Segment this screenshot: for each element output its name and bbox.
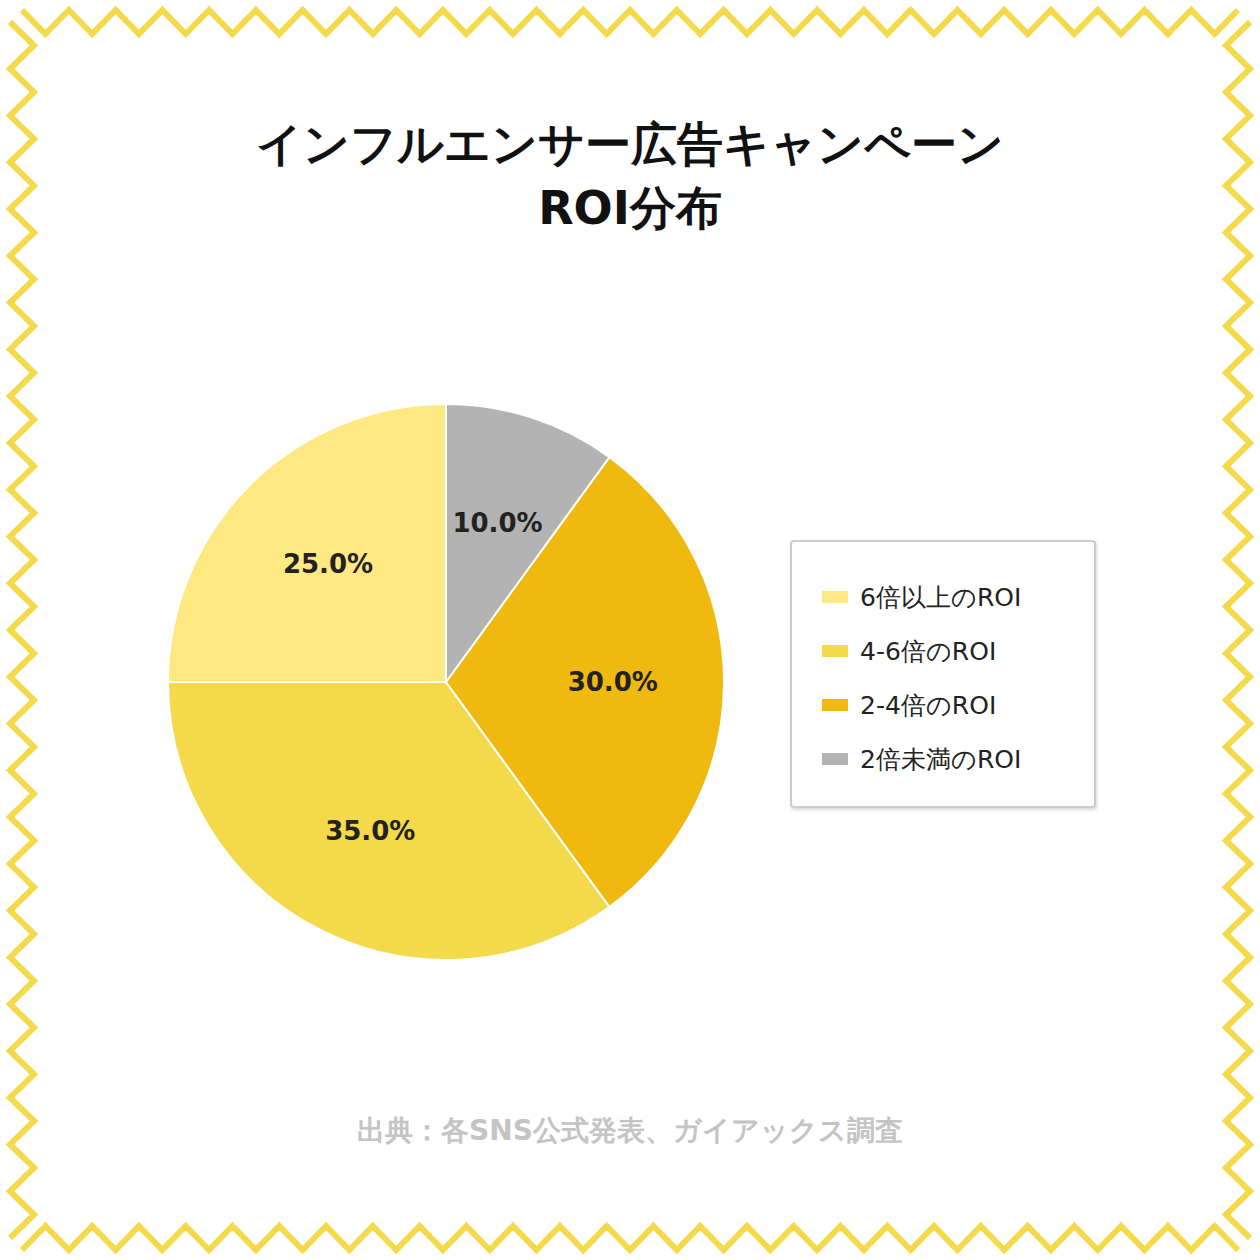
html-text:2-4倍のROI: 2-4倍のROI xyxy=(860,690,997,720)
html-text:4-6倍のROI: 4-6倍のROI xyxy=(860,636,997,666)
html-text:ROI分布: ROI分布 xyxy=(538,181,722,235)
html-text:出典：各SNS公式発表、ガイアックス調査: 出典：各SNS公式発表、ガイアックス調査 xyxy=(357,1114,903,1147)
svg-text:25.0%: 25.0% xyxy=(283,549,373,579)
html-text:インフルエンサー広告キャンペーン: インフルエンサー広告キャンペーン xyxy=(256,117,1004,171)
svg-text:30.0%: 30.0% xyxy=(568,667,658,697)
html-text:6倍以上のROI: 6倍以上のROI xyxy=(860,582,1022,612)
html-text:2倍未満のROI: 2倍未満のROI xyxy=(860,744,1022,774)
svg-text:35.0%: 35.0% xyxy=(325,816,415,846)
svg-text:10.0%: 10.0% xyxy=(452,508,542,538)
